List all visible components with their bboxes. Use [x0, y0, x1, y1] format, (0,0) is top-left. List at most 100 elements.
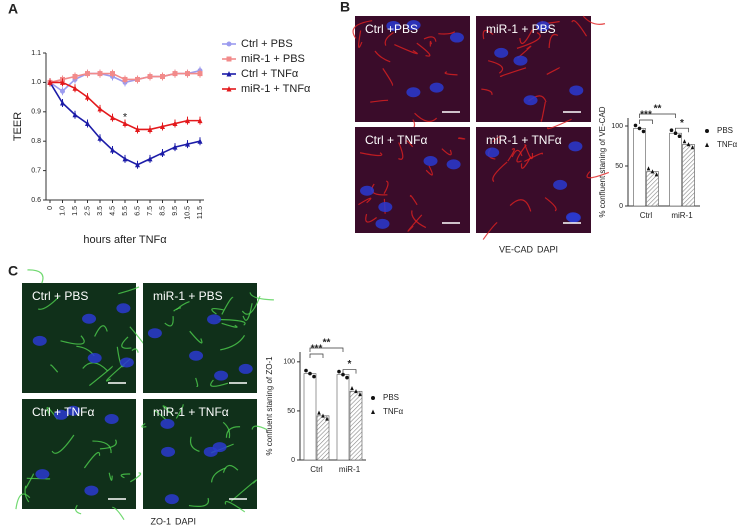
membrane-stain — [251, 425, 268, 431]
nucleus — [386, 20, 401, 31]
membrane-stain — [94, 325, 108, 337]
nucleus — [189, 350, 204, 361]
membrane-stain — [409, 194, 418, 206]
replicate-point — [325, 416, 329, 421]
replicate-point — [354, 388, 358, 394]
membrane-stain — [571, 20, 588, 37]
membrane-stain — [520, 156, 532, 169]
nucleus — [160, 418, 175, 429]
x-tick-label: 9.5 — [172, 206, 179, 216]
replicate-point — [308, 371, 312, 376]
micrograph-label: Ctrl +PBS — [365, 22, 418, 36]
replicate-point — [686, 142, 691, 147]
data-point — [172, 144, 178, 150]
membrane-stain — [221, 322, 238, 328]
data-point — [97, 135, 103, 141]
micrograph — [143, 283, 257, 393]
legend-label: TNFα — [717, 140, 738, 149]
data-point — [185, 71, 190, 77]
data-point — [122, 76, 128, 82]
significance: ** — [323, 338, 331, 349]
membrane-stain — [416, 42, 431, 57]
x-tick-label: 7.5 — [147, 206, 154, 216]
replicate-point — [646, 166, 651, 171]
micrograph-label: Ctrl + PBS — [32, 289, 88, 303]
counterstain-caption: DAPI — [537, 244, 558, 254]
membrane-stain — [24, 485, 30, 503]
nucleus — [523, 95, 538, 106]
membrane-stain — [121, 336, 132, 349]
nucleus — [406, 87, 421, 98]
nucleus — [565, 212, 580, 223]
x-tick-label: miR-1 — [671, 211, 693, 220]
membrane-stain — [524, 152, 544, 163]
membrane-stain — [358, 197, 372, 206]
data-point — [135, 76, 140, 82]
stain-caption: ZO-1 — [150, 516, 171, 526]
membrane-stain — [189, 330, 203, 344]
membrane-stain — [548, 33, 559, 49]
membrane-stain — [27, 269, 44, 284]
data-point — [97, 105, 103, 112]
nucleus — [147, 328, 162, 339]
x-tick-label: 0 — [47, 206, 54, 210]
membrane-stain — [438, 31, 456, 35]
x-tick-label: 3.5 — [97, 206, 104, 216]
membrane-stain — [524, 143, 534, 160]
replicate-point — [654, 172, 659, 177]
bar — [303, 373, 317, 461]
membrane-stain — [60, 335, 85, 345]
membrane-stain — [509, 199, 532, 212]
nucleus — [35, 469, 50, 480]
membrane-stain — [153, 410, 167, 421]
micrograph-label: miR-1 + PBS — [153, 289, 223, 303]
membrane-stain — [210, 467, 227, 483]
membrane-stain — [411, 210, 427, 229]
nucleus — [378, 202, 393, 213]
micrograph-label: Ctrl + TNFα — [32, 405, 94, 419]
membrane-stain — [224, 500, 246, 513]
membrane-stain — [230, 479, 258, 502]
x-tick-label: Ctrl — [310, 465, 323, 474]
data-point — [185, 117, 190, 124]
membrane-stain — [407, 214, 423, 232]
membrane-stain — [517, 45, 532, 59]
legend-marker — [371, 409, 375, 414]
data-point — [47, 79, 53, 85]
legend-marker — [226, 71, 232, 77]
nucleus — [569, 85, 584, 96]
data-point — [185, 141, 190, 147]
legend-label: PBS — [717, 126, 733, 135]
membrane-stain — [210, 379, 229, 387]
membrane-stain — [141, 422, 147, 428]
membrane-stain — [481, 88, 493, 96]
membrane-stain — [222, 464, 239, 473]
counterstain-caption: DAPI — [175, 516, 196, 526]
nucleus — [161, 446, 176, 457]
replicate-point — [633, 123, 638, 128]
membrane-stain — [382, 68, 394, 86]
data-point — [197, 138, 203, 144]
data-point — [147, 74, 153, 80]
membrane-stain — [586, 171, 610, 179]
replicate-point — [358, 391, 362, 397]
membrane-stain — [89, 365, 113, 387]
membrane-stain — [249, 292, 274, 301]
legend-label: Ctrl + PBS — [241, 38, 293, 50]
membrane-stain — [384, 32, 394, 46]
data-point — [135, 126, 140, 132]
significance: * — [348, 359, 352, 370]
micrograph-label: miR-1 + TNFα — [153, 405, 229, 419]
x-tick-label: miR-1 — [339, 465, 361, 474]
x-tick-label: Ctrl — [640, 211, 653, 220]
significance-bracket — [342, 369, 357, 374]
membrane-stain — [444, 71, 458, 76]
membrane-stain — [188, 497, 210, 507]
significance: * — [123, 112, 128, 124]
replicate-point — [321, 413, 325, 418]
micrograph-label: miR-1 + TNFα — [486, 133, 562, 147]
data-point — [110, 147, 115, 153]
membrane-stain — [374, 50, 391, 63]
membrane-stain — [112, 506, 125, 521]
significance-bracket — [675, 127, 689, 133]
